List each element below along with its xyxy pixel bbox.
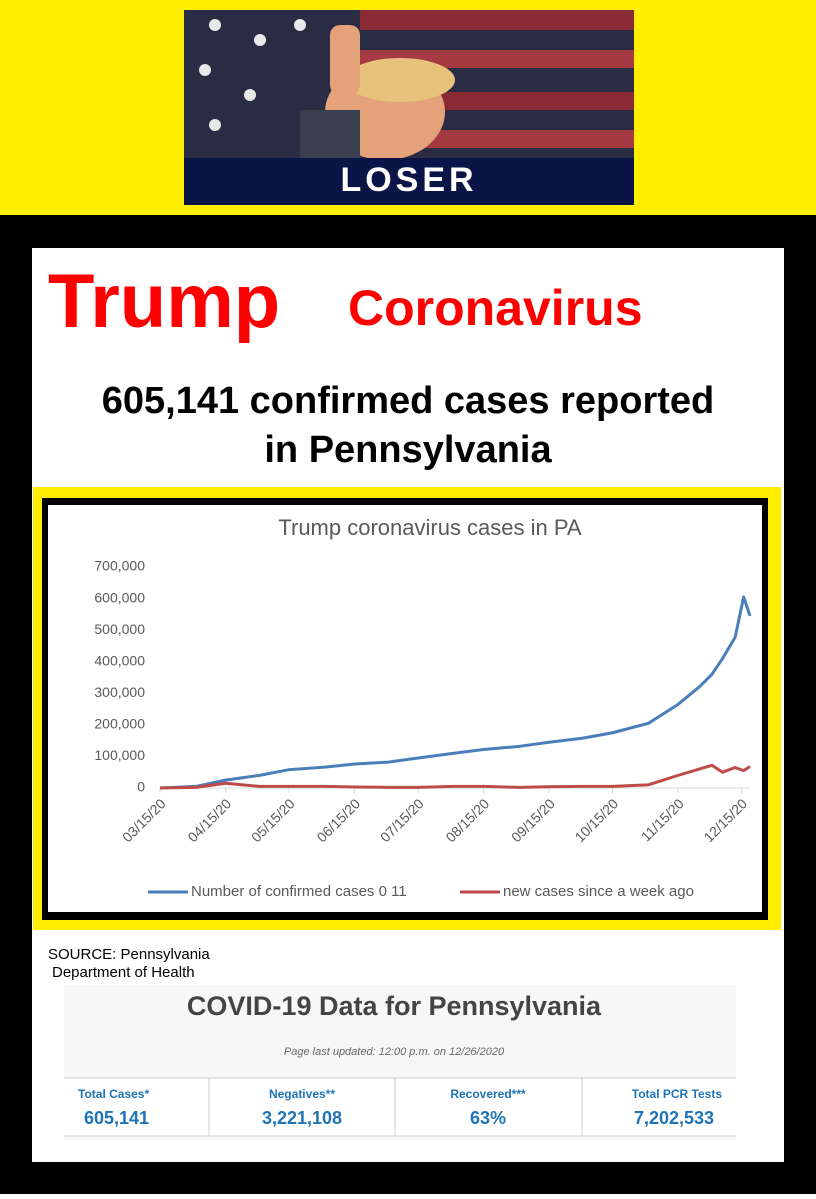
stat-label: Total PCR Tests [632,1087,723,1101]
y-tick-label: 400,000 [94,652,145,668]
stats: Total Cases* 605,141 Negatives** 3,221,108 R… [78,1078,722,1136]
y-tick-label: 200,000 [94,716,145,732]
source: Department of Health [52,964,195,981]
legend-label: Number of confirmed cases 0 11 [191,883,407,900]
headline-word: Coronavirus [348,280,643,336]
legend-label: new cases since a week ago [503,883,694,900]
headline-line: 605,141 confirmed cases reported [102,380,715,422]
y-tick-label: 0 [137,779,145,795]
stat-value: 605,141 [84,1108,149,1128]
y-tick-label: 600,000 [94,589,145,605]
headline-word: Trump [48,259,280,344]
chart-area [48,505,762,912]
headline-line: in Pennsylvania [264,429,552,471]
banner-image: LOSER [184,10,634,205]
stats-row [64,1078,736,1136]
updated: Page last updated: 12:00 p.m. on 12/26/2… [284,1046,505,1058]
stat-value: 7,202,533 [634,1108,714,1128]
stat-label: Negatives** [269,1087,335,1101]
dashboard-title: COVID-19 Data for Pennsylvania [187,991,602,1021]
y-tick-label: 500,000 [94,621,145,637]
stat-value: 63% [470,1108,506,1128]
chart-title: Trump coronavirus cases in PA [278,515,582,540]
source: SOURCE: Pennsylvania [48,946,210,963]
y-tick-label: 700,000 [94,558,145,574]
y-tick-label: 300,000 [94,684,145,700]
banner-caption: LOSER [340,161,477,199]
stat-value: 3,221,108 [262,1108,342,1128]
stat-label: Recovered*** [450,1087,526,1101]
stat-label: Total Cases* [78,1087,149,1101]
series-line [159,763,751,790]
y-tick-label: 100,000 [94,747,145,763]
series-line [159,595,752,790]
